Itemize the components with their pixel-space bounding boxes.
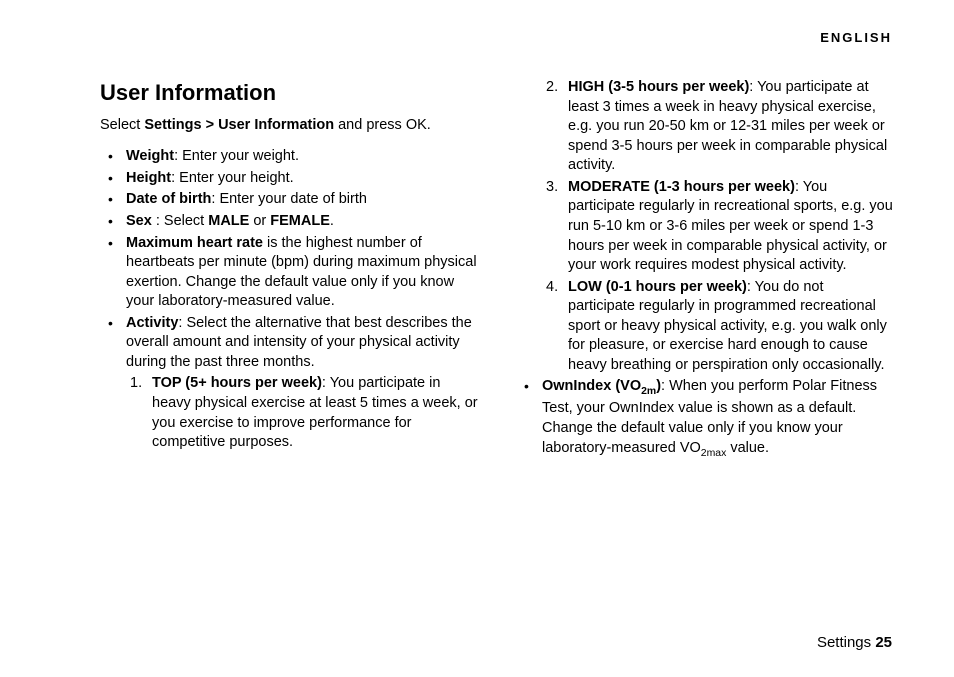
language-header: ENGLISH	[820, 30, 892, 45]
text-weight: : Enter your weight.	[174, 148, 299, 164]
label-sex: Sex	[126, 213, 152, 229]
label-high: HIGH (3-5 hours per week)	[568, 79, 749, 95]
label-weight: Weight	[126, 148, 174, 164]
intro-line: Select Settings > User Information and p…	[100, 116, 478, 136]
bullet-weight: Weight: Enter your weight.	[100, 147, 478, 167]
intro-post: and press OK.	[334, 117, 431, 133]
footer-section: Settings	[817, 634, 875, 651]
text-dob: : Enter your date of birth	[211, 191, 367, 207]
level-top: 1. TOP (5+ hours per week): You particip…	[126, 374, 478, 452]
level-moderate: 3. MODERATE (1-3 hours per week): You pa…	[542, 178, 894, 276]
footer-page-number: 25	[875, 634, 892, 651]
page-content: User Information Select Settings > User …	[100, 78, 894, 461]
num-4: 4.	[546, 278, 558, 298]
bullet-sex: Sex : Select MALE or FEMALE.	[100, 212, 478, 232]
oi-l1: OwnIndex (VO	[542, 378, 641, 394]
label-activity: Activity	[126, 315, 178, 331]
num-2: 2.	[546, 78, 558, 98]
level-low: 4. LOW (0-1 hours per week): You do not …	[542, 278, 894, 376]
sex-pre: : Select	[152, 213, 208, 229]
label-mhr: Maximum heart rate	[126, 235, 263, 251]
bullet-dob: Date of birth: Enter your date of birth	[100, 190, 478, 210]
label-moderate: MODERATE (1-3 hours per week)	[568, 179, 795, 195]
label-low: LOW (0-1 hours per week)	[568, 279, 747, 295]
bullet-mhr: Maximum heart rate is the highest number…	[100, 234, 478, 312]
sex-post: .	[330, 213, 334, 229]
sex-male: MALE	[208, 213, 249, 229]
page-footer: Settings 25	[817, 634, 892, 651]
intro-pre: Select	[100, 117, 144, 133]
level-high: 2. HIGH (3-5 hours per week): You partic…	[542, 78, 894, 176]
oi-sub1: 2m	[641, 386, 656, 397]
intro-path: Settings > User Information	[144, 117, 334, 133]
text-activity: : Select the alternative that best descr…	[126, 315, 472, 370]
label-dob: Date of birth	[126, 191, 211, 207]
bullet-ownindex: OwnIndex (VO2m): When you perform Polar …	[516, 377, 894, 460]
label-ownindex: OwnIndex (VO2m)	[542, 378, 661, 394]
sex-mid: or	[249, 213, 270, 229]
oi-sub2: 2max	[701, 447, 727, 458]
num-3: 3.	[546, 178, 558, 198]
text-ownindex-post: value.	[726, 440, 769, 456]
sex-female: FEMALE	[270, 213, 330, 229]
num-1: 1.	[130, 374, 142, 394]
text-height: : Enter your height.	[171, 170, 294, 186]
label-top: TOP (5+ hours per week)	[152, 375, 322, 391]
bullet-list: Weight: Enter your weight. Height: Enter…	[100, 78, 894, 461]
label-height: Height	[126, 170, 171, 186]
section-title: User Information	[100, 78, 478, 108]
bullet-height: Height: Enter your height.	[100, 169, 478, 189]
